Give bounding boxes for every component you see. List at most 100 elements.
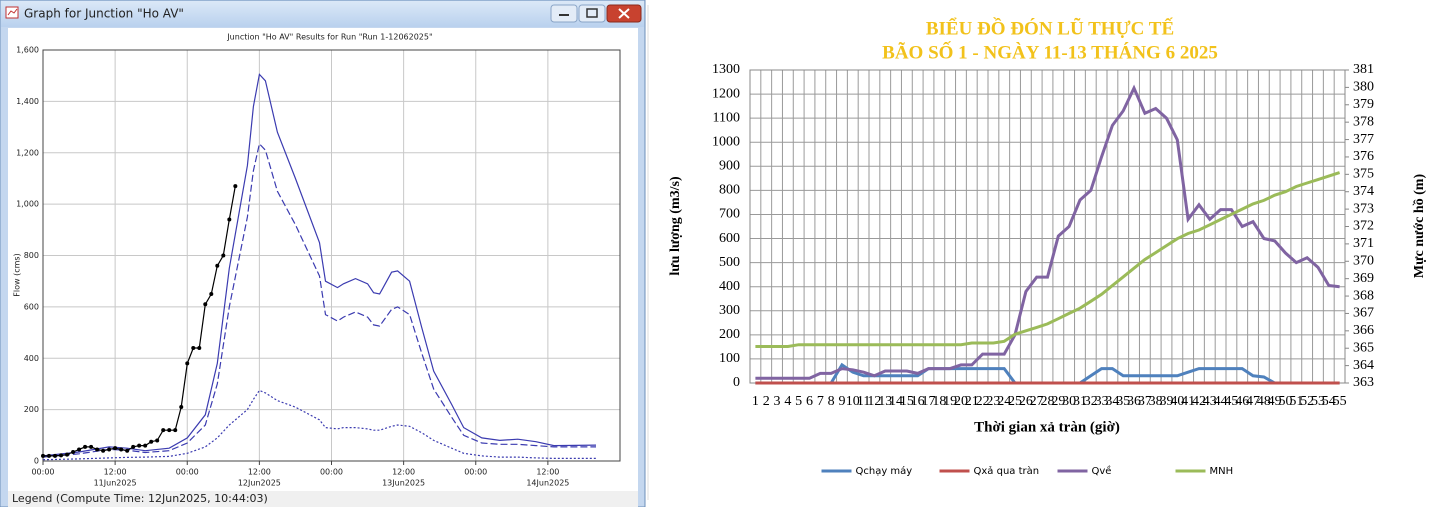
x-tick-label: 24: [997, 394, 1011, 409]
data-point: [203, 302, 208, 307]
y-tick-label: 1100: [713, 110, 740, 125]
x-tick-label: 4: [784, 394, 791, 409]
x-tick-label: 42: [1192, 394, 1206, 409]
window-icon: [5, 6, 19, 19]
plot-frame: [42, 49, 621, 462]
y-axis-label: lưu lượng (m3/s): [668, 176, 683, 276]
x-tick-label: 12:00: [248, 468, 271, 477]
chart-subtitle: BÃO SỐ 1 - NGÀY 11-13 THÁNG 6 2025: [882, 41, 1218, 63]
y-tick-label: 600: [24, 302, 39, 311]
data-point: [53, 453, 58, 458]
chart-title: BIỂU ĐỒ ĐÓN LŨ THỰC TẾ: [926, 17, 1174, 39]
x-tick-label: 46: [1235, 394, 1249, 409]
data-point: [143, 443, 148, 448]
y-axis-label: Flow (cms): [13, 253, 22, 296]
y2-tick-label: 366: [1353, 323, 1374, 338]
data-point: [131, 444, 136, 449]
data-point: [221, 253, 226, 258]
x-tick-label: 54: [1322, 394, 1336, 409]
data-point: [191, 345, 196, 350]
data-point: [197, 345, 202, 350]
y2-tick-label: 379: [1353, 97, 1374, 112]
x-tick-label: 12:00: [104, 468, 127, 477]
minimize-button[interactable]: [550, 4, 578, 23]
x-tick-label: 19: [943, 394, 957, 409]
x-tick-label: 38: [1149, 394, 1163, 409]
legend-label: Qchạy máy: [856, 465, 913, 477]
x-tick-label: 52: [1300, 394, 1314, 409]
x-tick-label: 1: [752, 394, 759, 409]
legend-caption: Legend (Compute Time: 12Jun2025, 10:44:0…: [12, 492, 268, 505]
x-tick-label: 33: [1095, 394, 1109, 409]
series-line: [42, 142, 596, 458]
series-line: [755, 84, 1340, 380]
data-point: [59, 453, 64, 458]
y2-tick-label: 368: [1353, 288, 1374, 303]
x-tick-label: 31: [1073, 394, 1087, 409]
data-point: [119, 447, 124, 452]
y-tick-label: 400: [24, 354, 39, 363]
x-tick-label: 36: [1127, 394, 1141, 409]
x-tick-label: 00:00: [464, 468, 487, 477]
data-point: [101, 448, 106, 453]
x-tick-label: 6: [806, 394, 813, 409]
y-tick-label: 0: [733, 375, 740, 390]
y-tick-label: 600: [719, 231, 740, 246]
y-tick-label: 800: [719, 183, 740, 198]
y2-tick-label: 377: [1353, 132, 1374, 147]
x-tick-label: 11: [857, 394, 870, 409]
y-tick-label: 1,600: [16, 46, 39, 55]
x-tick-label: 50: [1279, 394, 1293, 409]
x-tick-label: 14: [889, 394, 903, 409]
data-point: [215, 263, 220, 268]
legend-bar: [8, 491, 638, 507]
data-point: [113, 446, 118, 451]
data-point: [47, 453, 52, 458]
y2-tick-label: 364: [1353, 358, 1374, 373]
y-tick-label: 1,400: [16, 97, 39, 106]
series-line: [42, 389, 596, 461]
series-line: [755, 171, 1341, 348]
data-point: [227, 217, 232, 222]
y-tick-label: 200: [719, 327, 740, 342]
x-tick-label: 12:00: [392, 468, 415, 477]
x-tick-label: 29: [1051, 394, 1065, 409]
x-tick-label: 44: [1214, 394, 1228, 409]
y2-tick-label: 376: [1353, 149, 1374, 164]
y-tick-label: 700: [719, 207, 740, 222]
y-tick-label: 0: [34, 457, 39, 466]
data-point: [185, 361, 190, 366]
x-date-label: 13Jun2025: [382, 479, 425, 488]
x-tick-label: 37: [1138, 394, 1152, 409]
maximize-button[interactable]: [578, 4, 606, 23]
x-tick-label: 53: [1311, 394, 1325, 409]
x-tick-label: 18: [932, 394, 946, 409]
x-tick-label: 22: [976, 394, 990, 409]
x-date-label: 11Jun2025: [94, 479, 137, 488]
x-date-label: 12Jun2025: [238, 479, 281, 488]
x-date-label: 14Jun2025: [526, 479, 569, 488]
y-tick-label: 800: [24, 251, 39, 260]
data-point: [83, 444, 88, 449]
x-tick-label: 51: [1289, 394, 1303, 409]
x-tick-label: 26: [1019, 394, 1033, 409]
y2-tick-label: 363: [1353, 375, 1374, 390]
x-tick-label: 34: [1105, 394, 1119, 409]
x-tick-label: 17: [922, 394, 936, 409]
x-tick-label: 43: [1203, 394, 1217, 409]
y2-tick-label: 378: [1353, 114, 1374, 129]
x-tick-label: 21: [965, 394, 979, 409]
x-axis-label: Thời gian xả tràn (giờ): [974, 419, 1120, 435]
data-point: [179, 405, 184, 410]
y-tick-label: 1000: [712, 134, 740, 149]
x-tick-label: 00:00: [176, 468, 199, 477]
x-tick-label: 48: [1257, 394, 1271, 409]
data-point: [95, 447, 100, 452]
x-tick-label: 39: [1160, 394, 1174, 409]
y2-tick-label: 367: [1353, 306, 1374, 321]
y-tick-label: 1200: [712, 86, 740, 101]
x-tick-label: 00:00: [31, 468, 54, 477]
y2-tick-label: 370: [1353, 253, 1374, 268]
y-tick-label: 1300: [712, 62, 740, 77]
x-tick-label: 2: [763, 394, 770, 409]
